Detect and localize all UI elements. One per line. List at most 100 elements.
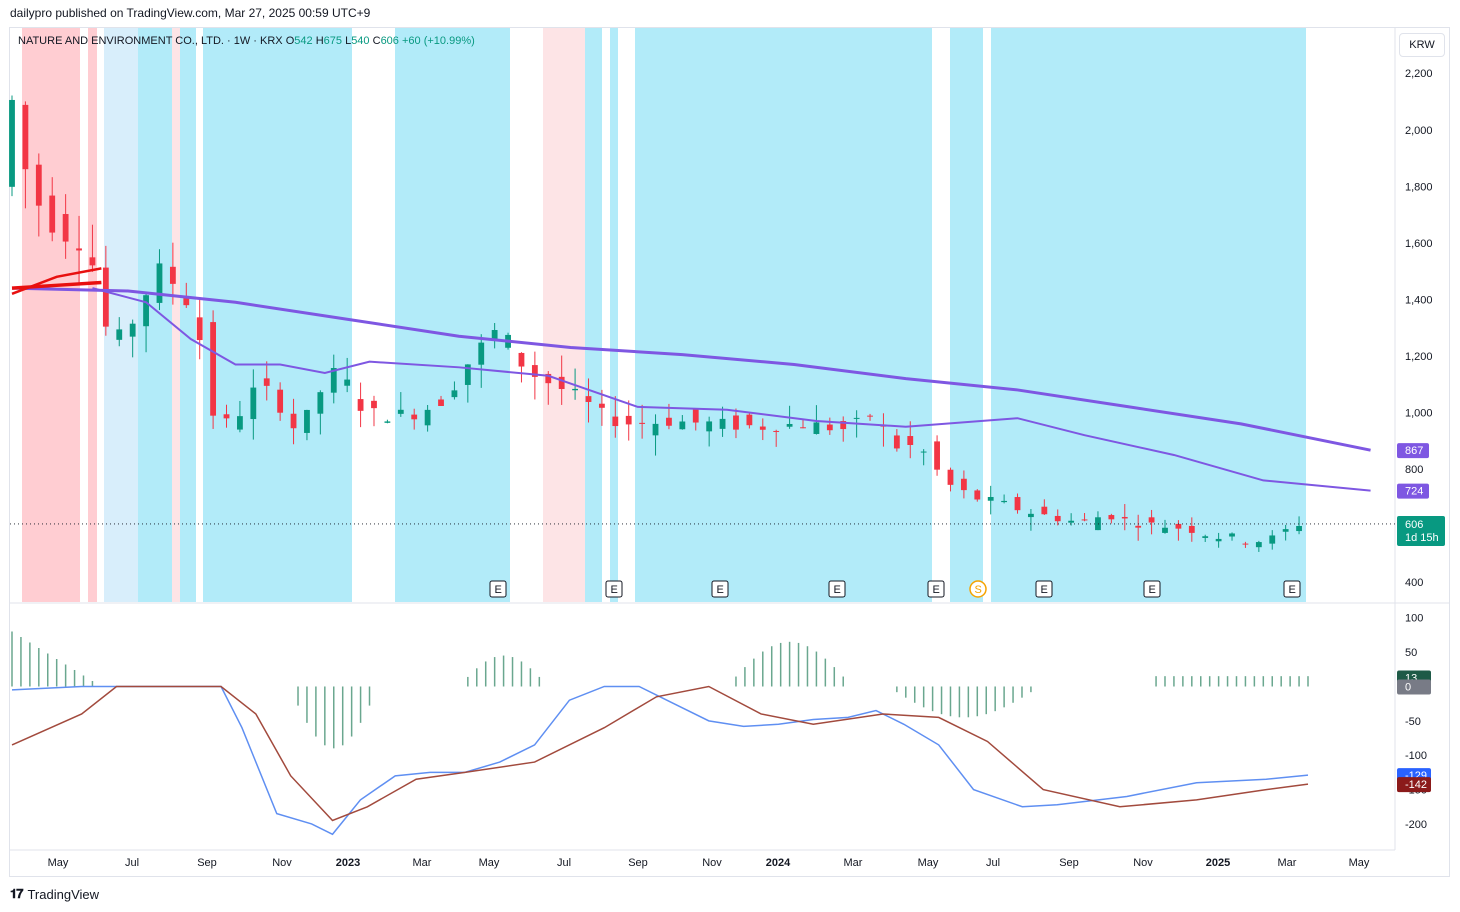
time-tick-label: May <box>918 857 939 869</box>
price-tick-label: 1,800 <box>1405 181 1433 193</box>
background-bands <box>22 28 1306 602</box>
candle-body <box>612 416 619 427</box>
candle-body <box>156 263 163 303</box>
earnings-marker-label: E <box>611 584 618 596</box>
candle-body <box>585 396 592 402</box>
candle-body <box>598 403 605 408</box>
candle-body <box>1068 520 1075 523</box>
candle-body <box>1188 525 1195 533</box>
candle-body <box>1028 513 1034 518</box>
tradingview-wordmark: TradingView <box>27 886 100 902</box>
time-axis: May Jul Sep Nov 2023 Mar May Jul Sep Nov 2024 Mar Ma… <box>48 857 1370 869</box>
highlight-band <box>22 28 80 602</box>
macd-tick-label: 50 <box>1405 647 1417 659</box>
candle-body <box>223 414 230 419</box>
split-marker-label: S <box>975 584 982 596</box>
symbol-legend[interactable]: NATURE AND ENVIRONMENT CO., LTD. · 1W · … <box>18 35 475 47</box>
candle-body <box>853 417 860 419</box>
candle-body <box>572 388 578 391</box>
time-tick-label: Mar <box>844 857 863 869</box>
time-tick-label: Jul <box>557 857 571 869</box>
candle-body <box>491 330 498 340</box>
highlight-band <box>610 28 618 602</box>
candle-body <box>1255 542 1262 548</box>
time-tick-label: Jul <box>125 857 139 869</box>
highlight-band <box>104 28 138 602</box>
time-tick-label: Mar <box>1278 857 1297 869</box>
macd-pane <box>11 631 1309 836</box>
candle-body <box>397 409 404 414</box>
earnings-marker-label: E <box>1289 584 1296 596</box>
candle-body <box>773 430 780 432</box>
candle-body <box>706 421 713 432</box>
time-tick-label: Jul <box>986 857 1000 869</box>
tradingview-logo[interactable]: 𝟏𝟕 TradingView <box>10 886 99 902</box>
legend-low-value: 540 <box>351 35 370 47</box>
time-tick-label: Sep <box>628 857 648 869</box>
macd-line <box>11 685 1309 836</box>
earnings-marker-label: E <box>1149 584 1156 596</box>
candle-body <box>679 421 686 430</box>
candle-body <box>1215 538 1222 542</box>
candle-body <box>840 421 847 430</box>
time-tick-label: May <box>48 857 69 869</box>
last-price-countdown: 1d 15h <box>1405 532 1439 544</box>
candle-body <box>143 295 149 327</box>
candle-body <box>35 164 42 206</box>
candle-body <box>237 416 243 430</box>
candle-body <box>344 379 351 386</box>
last-price-value: 606 <box>1405 519 1423 531</box>
candle-body <box>1108 515 1115 520</box>
time-tick-label: May <box>479 857 500 869</box>
candle-body <box>893 435 900 449</box>
split-marker-icon <box>969 580 987 598</box>
candle-body <box>1095 517 1101 531</box>
candle-body <box>666 417 672 426</box>
candle-body <box>920 451 927 453</box>
candle-body <box>960 478 967 491</box>
earnings-marker-icon <box>1283 580 1301 598</box>
candle-body <box>1041 506 1048 515</box>
candle-body <box>424 409 431 426</box>
candle-body <box>371 400 377 409</box>
macd-label-badge <box>1397 777 1431 793</box>
last-price-badge <box>1397 515 1445 546</box>
highlight-band <box>635 28 932 602</box>
candle-body <box>719 418 726 429</box>
candle-body <box>733 415 739 430</box>
candle-body <box>813 422 820 434</box>
highlight-band <box>138 28 172 602</box>
candle-body <box>330 368 337 393</box>
candle-body <box>263 378 270 386</box>
candle-body <box>49 195 56 233</box>
candle-body <box>1175 523 1182 529</box>
candle-body <box>478 342 485 365</box>
macd-tick-label: -50 <box>1405 716 1421 728</box>
price-tick-label: 1,600 <box>1405 238 1433 250</box>
legend-high-label: H <box>315 35 324 47</box>
candle-body <box>1148 517 1155 523</box>
macd-tick-label: -200 <box>1405 819 1427 831</box>
earnings-marker-label: E <box>1041 584 1048 596</box>
candle-body <box>102 267 109 327</box>
candle-body <box>1014 497 1021 511</box>
time-tick-label: 2025 <box>1206 857 1230 869</box>
moving-average-line <box>11 280 102 290</box>
time-tick-label: Mar <box>413 857 432 869</box>
candle-body <box>1269 535 1276 544</box>
candle-body <box>826 424 833 431</box>
earnings-marker-icon <box>1035 580 1053 598</box>
candle-body <box>907 436 914 445</box>
candle-body <box>277 389 284 413</box>
candle-body <box>1121 516 1128 519</box>
price-tick-label: 1,200 <box>1405 351 1433 363</box>
pane-separators <box>10 28 1449 851</box>
candle-body <box>974 490 981 500</box>
macd-label-text: 0 <box>1405 681 1411 693</box>
candle-body <box>438 399 444 406</box>
candle-body <box>9 99 15 187</box>
currency-button[interactable]: KRW <box>1399 33 1445 57</box>
candle-body <box>196 317 203 341</box>
